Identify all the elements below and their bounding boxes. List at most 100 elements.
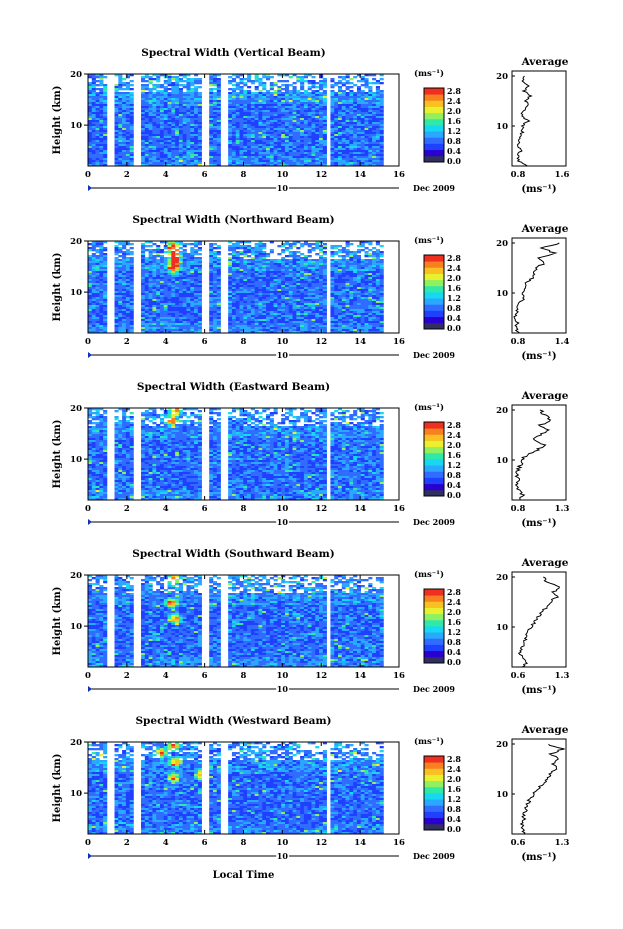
heatmap-cell bbox=[323, 116, 327, 118]
heatmap-cell bbox=[372, 162, 376, 164]
heatmap-cell bbox=[103, 110, 107, 112]
heatmap-cell bbox=[300, 257, 304, 259]
heatmap-cell bbox=[103, 118, 107, 120]
heatmap-cell bbox=[96, 261, 100, 263]
heatmap-cell bbox=[149, 154, 153, 156]
heatmap-cell bbox=[258, 160, 262, 162]
heatmap-cell bbox=[281, 263, 285, 265]
heatmap-cell bbox=[353, 267, 357, 269]
heatmap-cell bbox=[160, 138, 164, 140]
heatmap-cell bbox=[122, 259, 126, 261]
heatmap-cell bbox=[330, 94, 334, 96]
heatmap-cell bbox=[277, 130, 281, 132]
heatmap-cell bbox=[171, 273, 175, 275]
heatmap-cell bbox=[372, 82, 376, 84]
heatmap-cell bbox=[285, 303, 289, 305]
heatmap-cell bbox=[96, 251, 100, 253]
heatmap-cell bbox=[270, 152, 274, 154]
heatmap-cell bbox=[349, 144, 353, 146]
heatmap-cell bbox=[171, 259, 175, 261]
heatmap-cell bbox=[160, 92, 164, 94]
heatmap-cell bbox=[338, 106, 342, 108]
heatmap-cell bbox=[96, 295, 100, 297]
heatmap-cell bbox=[308, 261, 312, 263]
heatmap-cell bbox=[277, 146, 281, 148]
heatmap-cell bbox=[296, 275, 300, 277]
heatmap-cell bbox=[258, 118, 262, 120]
heatmap-cell bbox=[213, 255, 217, 257]
heatmap-cell bbox=[122, 281, 126, 283]
heatmap-cell bbox=[115, 104, 119, 106]
heatmap-cell bbox=[232, 253, 236, 255]
heatmap-cell bbox=[228, 94, 232, 96]
heatmap-cell bbox=[258, 269, 262, 271]
heatmap-cell bbox=[115, 112, 119, 114]
heatmap-cell bbox=[372, 138, 376, 140]
heatmap-cell bbox=[183, 275, 187, 277]
heatmap-cell bbox=[171, 275, 175, 277]
heatmap-cell bbox=[183, 257, 187, 259]
heatmap-cell bbox=[164, 108, 168, 110]
panel-1: Spectral Width (Northward Beam)0 2 4 6 8 10 12… bbox=[52, 214, 569, 362]
heatmap-cell bbox=[228, 295, 232, 297]
heatmap-cell bbox=[228, 118, 232, 120]
heatmap-cell bbox=[296, 303, 300, 305]
heatmap-cell bbox=[171, 243, 175, 245]
heatmap-cell bbox=[372, 146, 376, 148]
heatmap-cell bbox=[240, 122, 244, 124]
heatmap-cell bbox=[319, 84, 323, 86]
heatmap-cell bbox=[262, 84, 266, 86]
heatmap-cell bbox=[198, 148, 202, 150]
heatmap-cell bbox=[319, 148, 323, 150]
heatmap-cell bbox=[300, 245, 304, 247]
heatmap-cell bbox=[152, 112, 156, 114]
heatmap-cell bbox=[190, 110, 194, 112]
heatmap-cell bbox=[368, 289, 372, 291]
heatmap-cell bbox=[353, 144, 357, 146]
heatmap-cell bbox=[315, 279, 319, 281]
heatmap-cell bbox=[319, 303, 323, 305]
heatmap-cell bbox=[118, 130, 122, 132]
heatmap-cell bbox=[357, 86, 361, 88]
heatmap-cell bbox=[194, 160, 198, 162]
heatmap-cell bbox=[380, 160, 384, 162]
heatmap-cell bbox=[357, 88, 361, 90]
heatmap-cell bbox=[194, 265, 198, 267]
heatmap-cell bbox=[357, 267, 361, 269]
heatmap-cell bbox=[277, 269, 281, 271]
heatmap-cell bbox=[300, 158, 304, 160]
heatmap-cell bbox=[247, 128, 251, 130]
heatmap-cell bbox=[115, 297, 119, 299]
heatmap-cell bbox=[145, 283, 149, 285]
heatmap-cell bbox=[141, 76, 145, 78]
heatmap-cell bbox=[289, 281, 293, 283]
heatmap-cell bbox=[115, 162, 119, 164]
heatmap-cell bbox=[372, 156, 376, 158]
heatmap-cell bbox=[198, 80, 202, 82]
heatmap-cell bbox=[156, 281, 160, 283]
heatmap-cell bbox=[232, 146, 236, 148]
heatmap-cell bbox=[152, 154, 156, 156]
heatmap-cell bbox=[183, 273, 187, 275]
heatmap-cell bbox=[323, 156, 327, 158]
heatmap-cell bbox=[270, 84, 274, 86]
heatmap-cell bbox=[160, 122, 164, 124]
heatmap-cell bbox=[365, 154, 369, 156]
heatmap-cell bbox=[168, 295, 172, 297]
heatmap-cell bbox=[186, 106, 190, 108]
heatmap-cell bbox=[330, 253, 334, 255]
heatmap-cell bbox=[255, 253, 259, 255]
heatmap-cell bbox=[258, 249, 262, 251]
heatmap-cell bbox=[323, 138, 327, 140]
heatmap-cell bbox=[289, 92, 293, 94]
heatmap-cell bbox=[240, 114, 244, 116]
heatmap-cell bbox=[171, 283, 175, 285]
heatmap-cell bbox=[311, 158, 315, 160]
heatmap-cell bbox=[330, 96, 334, 98]
heatmap-cell bbox=[315, 134, 319, 136]
heatmap-cell bbox=[380, 261, 384, 263]
heatmap-cell bbox=[274, 118, 278, 120]
heatmap-cell bbox=[380, 100, 384, 102]
heatmap-cell bbox=[217, 100, 221, 102]
heatmap-cell bbox=[368, 116, 372, 118]
